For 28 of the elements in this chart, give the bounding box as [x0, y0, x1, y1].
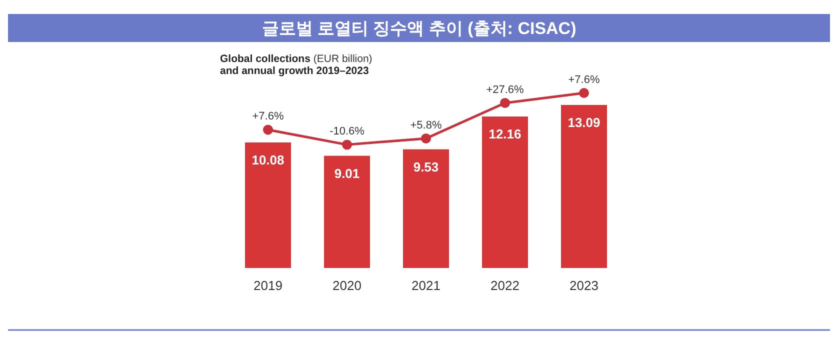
- x-tick-label: 2019: [254, 278, 282, 293]
- data-label: 12.16: [488, 126, 522, 142]
- point: [342, 140, 352, 150]
- bar: [245, 142, 291, 268]
- annotation: +27.6%: [486, 84, 524, 96]
- point: [500, 98, 510, 108]
- bar: [482, 116, 528, 268]
- bar: [403, 149, 449, 268]
- x-tick-label: 2021: [412, 278, 440, 293]
- annotation: +7.6%: [252, 110, 284, 123]
- title-banner: 글로벌 로열티 징수액 추이 (출처: CISAC): [8, 14, 830, 42]
- point: [579, 88, 589, 98]
- annotation: +7.6%: [568, 74, 600, 86]
- bar: [324, 156, 370, 268]
- x-tick-label: 2023: [570, 278, 598, 293]
- data-label: 10.08: [252, 152, 284, 168]
- annotation: +5.8%: [410, 119, 442, 132]
- point: [421, 133, 431, 144]
- chart-title: 글로벌 로열티 징수액 추이 (출처: CISAC): [262, 19, 576, 38]
- data-label: 9.01: [334, 166, 360, 181]
- annotation: -10.6%: [330, 126, 365, 138]
- point: [263, 124, 273, 135]
- chart-subtitle: Global collections (EUR billion) and annual growth 2019–2023: [220, 53, 372, 77]
- x-tick-label: 2022: [490, 278, 520, 293]
- data-label: 9.53: [413, 159, 439, 174]
- data-label: 13.09: [568, 114, 600, 130]
- bar: [561, 104, 607, 268]
- x-tick-label: 2020: [332, 278, 362, 293]
